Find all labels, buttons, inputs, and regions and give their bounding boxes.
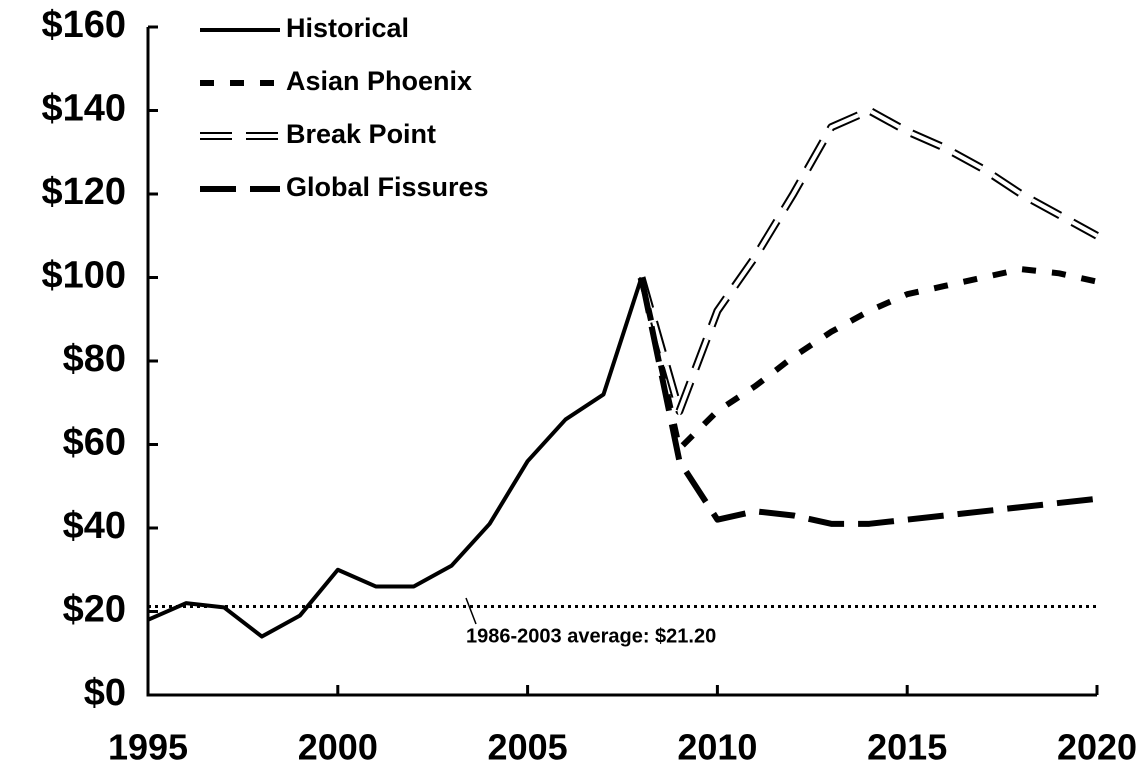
y-tick-label: $80 [63,338,126,380]
legend-label: Asian Phoenix [286,66,472,96]
y-tick-label: $160 [41,4,126,46]
y-tick-label: $100 [41,255,126,297]
x-tick-label: 2015 [867,727,947,768]
y-tick-label: $20 [63,589,126,631]
y-tick-label: $40 [63,505,126,547]
series-line [638,276,1098,527]
legend-label: Historical [286,13,409,43]
y-tick-label: $140 [41,88,126,130]
series-line [638,266,1098,452]
y-tick-label: $60 [63,422,126,464]
legend-label: Break Point [286,119,436,149]
x-tick-label: 2005 [488,727,568,768]
x-tick-label: 1995 [108,727,188,768]
annotation-pointer [465,597,477,625]
annotation: 1986-2003 average: $21.20 [466,625,716,647]
y-tick-label: $0 [84,672,126,714]
series-line [637,106,1099,416]
x-tick-label: 2010 [677,727,757,768]
series-line [147,276,644,639]
y-tick-label: $120 [41,171,126,213]
x-tick-label: 2020 [1057,727,1137,768]
legend-label: Global Fissures [286,172,489,202]
series-line-inner [639,108,1098,418]
x-tick-label: 2000 [298,727,378,768]
